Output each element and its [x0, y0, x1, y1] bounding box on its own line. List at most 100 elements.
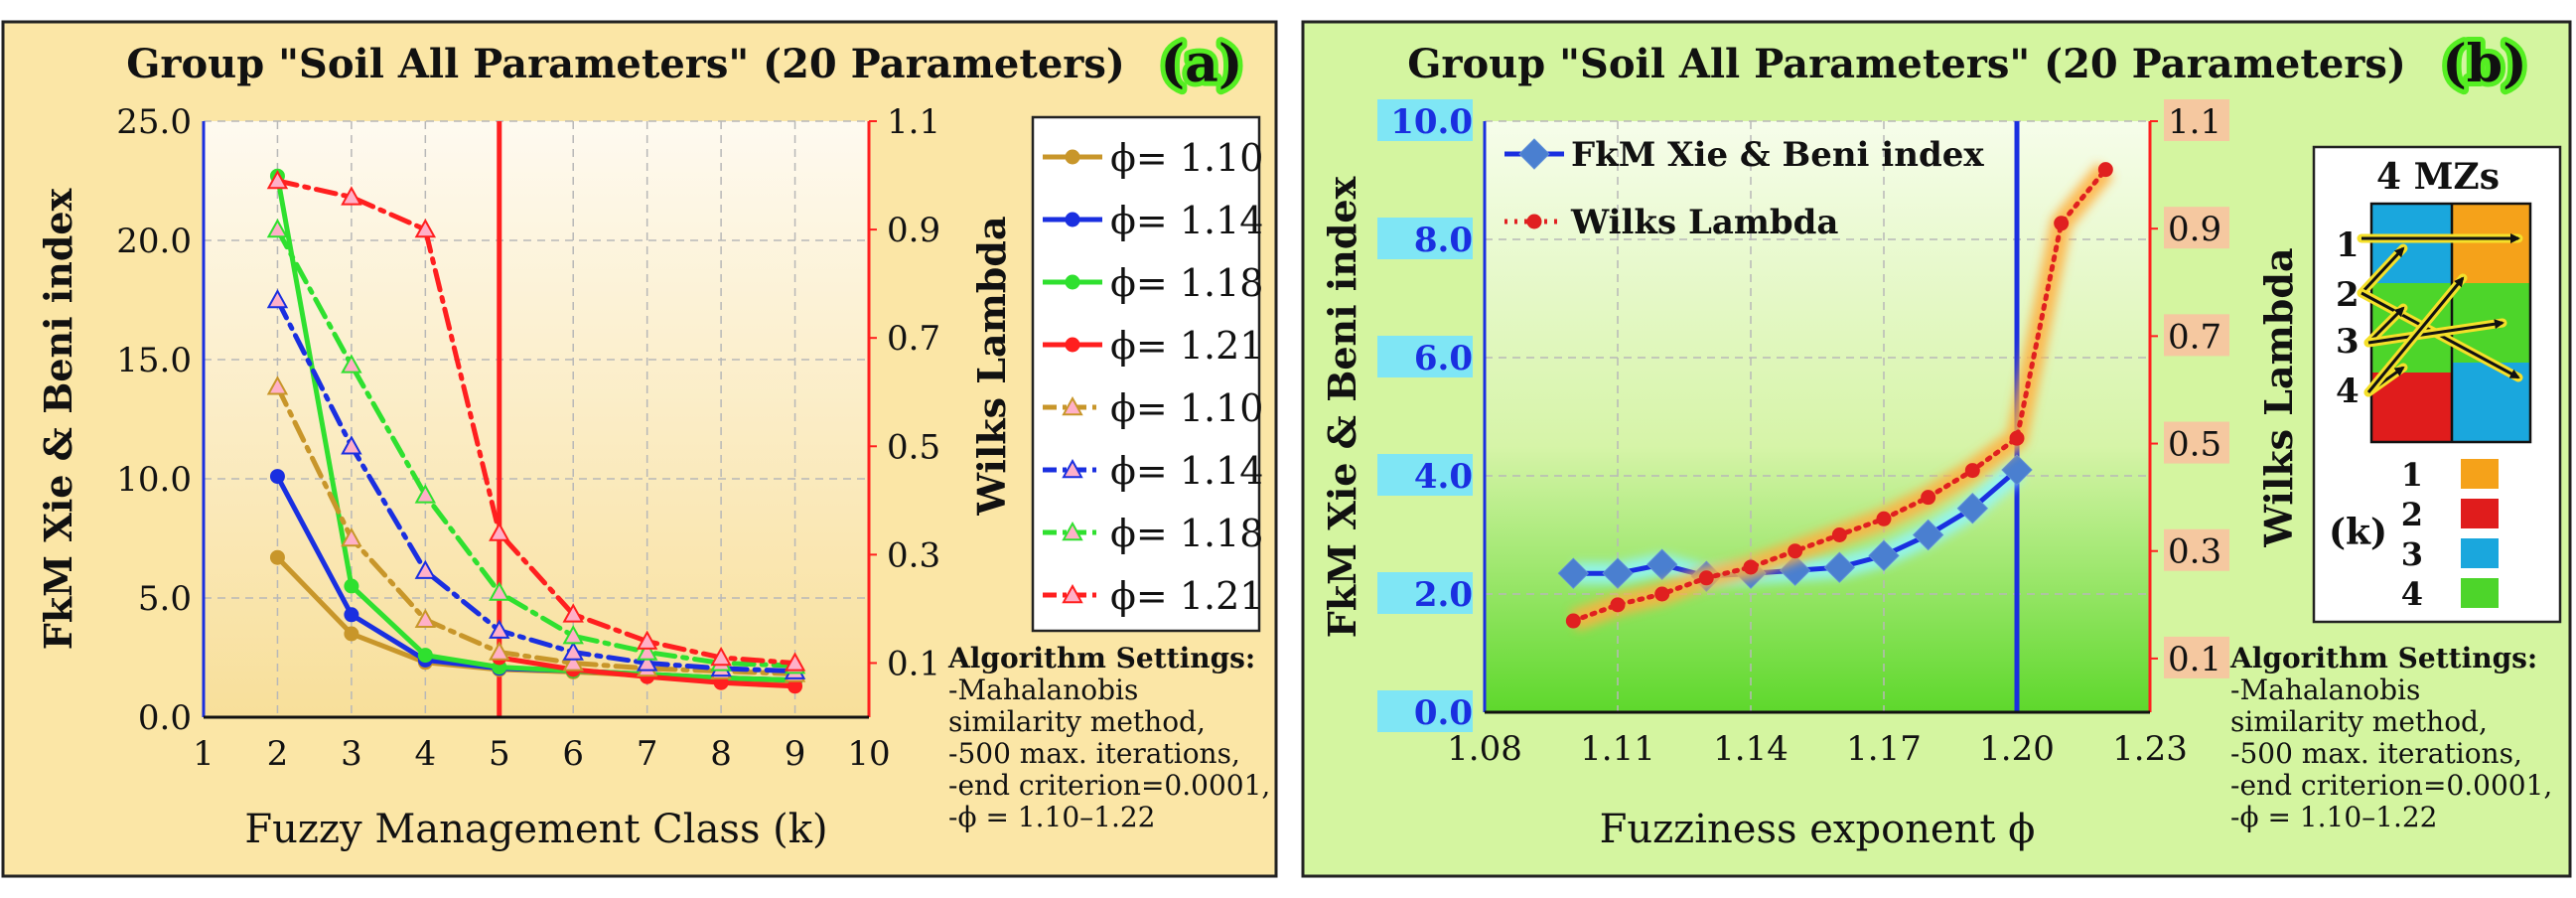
legend-a-item: ϕ= 1.14 — [1043, 449, 1263, 493]
y2-axis-label-b: Wilks Lambda — [2256, 247, 2301, 547]
y2-tick-label: 0.3 — [887, 535, 940, 575]
data-point — [417, 648, 433, 664]
series-7 — [266, 219, 806, 674]
y-tick-label: 10.0 — [1390, 102, 1473, 142]
settings-b-line: -end criterion=0.0001, — [2230, 769, 2552, 802]
series-line — [274, 173, 798, 683]
data-point — [266, 219, 289, 238]
legend-a-marker — [1062, 395, 1083, 416]
zone-right-1 — [2453, 204, 2530, 283]
data-point — [1610, 597, 1626, 613]
x-tick-label: 7 — [637, 734, 658, 774]
data-point — [414, 219, 437, 238]
plot-area-a — [204, 121, 869, 717]
series-line — [274, 226, 798, 669]
inset-legend-swatch — [2461, 459, 2499, 489]
data-point — [1823, 551, 1856, 583]
data-point — [1868, 539, 1900, 572]
ticks-a: 1 2 3 4 5 6 7 8 9 10 0.0 5.0 10.0 15.0 20.0 25.0 0.1 0.3 0… — [116, 102, 940, 774]
x-axis-label-a: Fuzzy Management Class (k) — [244, 807, 827, 852]
legend-a-item: ϕ= 1.18 — [1043, 512, 1263, 555]
y-tick-label: 15.0 — [116, 341, 192, 380]
x-tick-label: 1.23 — [2112, 729, 2188, 769]
y-tick-box — [1377, 336, 1473, 377]
data-point — [636, 641, 658, 661]
y-tick-box — [1377, 572, 1473, 614]
data-point — [2054, 216, 2070, 231]
data-point — [1602, 557, 1634, 589]
y2-tick-box — [2164, 314, 2229, 357]
data-point — [1557, 557, 1590, 589]
data-point — [414, 484, 437, 504]
arrow — [2360, 246, 2405, 295]
x-tick-label: 1 — [193, 734, 215, 774]
legend-a-marker — [1065, 274, 1080, 290]
arrow — [2366, 306, 2405, 345]
y-axis-label-b: FkM Xie & Beni index — [1320, 176, 1364, 638]
legend-a-marker — [1065, 149, 1080, 165]
x-tick-label: 10 — [847, 734, 890, 774]
legend-a-item: ϕ= 1.14 — [1043, 199, 1263, 242]
x-axis-label-b: Fuzziness exponent ϕ — [1600, 807, 2036, 852]
y-tick-box — [1377, 99, 1473, 141]
data-point — [344, 626, 359, 642]
y2-tick-label: 0.9 — [887, 211, 940, 250]
data-point — [1646, 548, 1678, 580]
legend-a-label: ϕ= 1.21 — [1110, 324, 1263, 368]
series-b — [1557, 121, 2114, 712]
panel-a-label: (a) — [1161, 34, 1243, 94]
data-point — [562, 641, 584, 661]
data-point — [2009, 430, 2025, 446]
x-tick-label: 5 — [489, 734, 510, 774]
legend-a-label: ϕ= 1.10 — [1110, 136, 1263, 180]
data-point — [266, 375, 289, 395]
settings-a-line: -Mahalanobis — [948, 674, 1138, 706]
legend-a-item: ϕ= 1.18 — [1043, 261, 1263, 305]
legend-a-label: ϕ= 1.18 — [1110, 261, 1263, 305]
y-tick-label: 10.0 — [116, 460, 192, 500]
data-point — [1831, 527, 1847, 542]
y-tick-box — [1377, 690, 1473, 732]
x-tick-label: 1.20 — [1979, 729, 2055, 769]
panel-a: Group "Soil All Parameters" (20 Paramete… — [1, 20, 1278, 878]
legend-b-item: FkM Xie & Beni index — [1504, 135, 1984, 175]
data-point — [1956, 493, 1989, 524]
x-tick-label: 1.17 — [1846, 729, 1922, 769]
arrow — [2367, 319, 2504, 345]
inset-legend-label: 3 — [2401, 535, 2423, 573]
y-tick-label: 25.0 — [116, 102, 192, 142]
data-point — [266, 288, 289, 309]
settings-b-line: Algorithm Settings: — [2229, 642, 2537, 674]
axes-a — [202, 121, 871, 719]
series-6 — [266, 288, 806, 679]
legend-a-marker — [1065, 337, 1080, 353]
data-point — [562, 625, 584, 645]
y-tick-label: 2.0 — [1414, 575, 1473, 615]
y2-tick-label: 0.7 — [2168, 317, 2221, 357]
x-tick-label: 1.08 — [1447, 729, 1522, 769]
data-point — [1743, 559, 1759, 575]
inset-row-label: 2 — [2336, 275, 2360, 315]
inset-legend-swatch — [2461, 578, 2499, 608]
y2-tick-label: 0.9 — [2168, 210, 2221, 249]
data-point — [341, 186, 362, 206]
data-point — [489, 641, 510, 661]
legend-b-item: Wilks Lambda — [1504, 203, 1838, 242]
inset-k-label: (k) — [2329, 512, 2387, 553]
data-point — [562, 603, 584, 623]
y-tick-label: 4.0 — [1414, 457, 1473, 497]
settings-a-line: -500 max. iterations, — [948, 737, 1240, 770]
settings-b: Algorithm Settings:-Mahalanobissimilarit… — [2229, 642, 2552, 833]
inset-row-label: 4 — [2336, 372, 2360, 411]
y-tick-box — [1377, 218, 1473, 259]
y-axis-label-a: FkM Xie & Beni index — [36, 188, 80, 650]
y-tick-label: 6.0 — [1414, 339, 1473, 378]
y2-tick-label: 0.5 — [887, 427, 940, 467]
data-point — [341, 526, 362, 547]
data-point — [341, 435, 362, 455]
legend-a-item: ϕ= 1.21 — [1043, 574, 1263, 618]
legend-a: ϕ= 1.10 ϕ= 1.14 ϕ= 1.18 ϕ= 1.21 ϕ= 1.10 ϕ= 1.… — [1031, 115, 1263, 633]
legend-a-item: ϕ= 1.21 — [1043, 324, 1263, 368]
